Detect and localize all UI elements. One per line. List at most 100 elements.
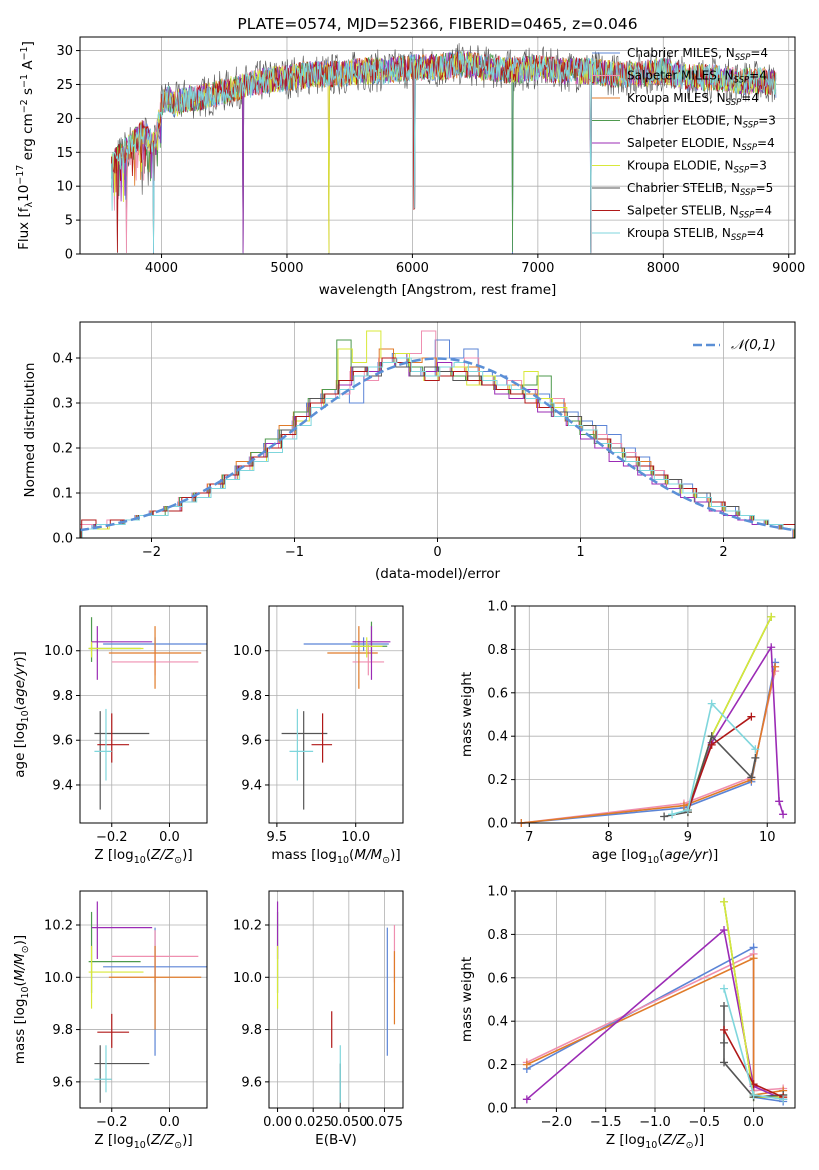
line-salpeter_elodie <box>687 644 784 815</box>
mass-vs-ebv-xlabel: E(B-V) <box>315 1132 357 1148</box>
marker-chabrier_stelib <box>720 1058 729 1067</box>
legend-label: Kroupa STELIB, NSSP=4 <box>627 226 764 243</box>
y-tick-label: 10.2 <box>233 918 262 933</box>
x-tick-label: 5000 <box>270 261 303 276</box>
x-tick-label: 9 <box>684 830 692 845</box>
marker-kroupa_miles <box>749 954 758 963</box>
histograms <box>80 330 795 538</box>
y-tick-label: 0.8 <box>487 928 508 943</box>
x-tick-label: −2.0 <box>541 1115 573 1130</box>
y-tick-label: 0 <box>65 248 73 263</box>
marker-kroupa_stelib <box>668 810 677 819</box>
y-tick-label: 0.2 <box>487 773 508 788</box>
x-tick-label: 7 <box>525 830 533 845</box>
marker-kroupa_miles <box>522 1060 531 1069</box>
x-tick-label: 4000 <box>145 261 178 276</box>
x-tick-label: 9.5 <box>267 830 288 845</box>
x-tick-label: −0.5 <box>689 1115 721 1130</box>
marker-salpeter_elodie <box>775 797 784 806</box>
histogram-chabrier_miles <box>80 339 794 538</box>
histogram-chabrier_stelib <box>80 362 795 538</box>
errorbars <box>88 901 207 1103</box>
y-tick-label: 9.8 <box>52 689 73 704</box>
x-tick-label: −1.0 <box>639 1115 671 1130</box>
x-tick-label: −0.2 <box>96 1115 128 1130</box>
y-tick-label: 10.0 <box>233 644 262 659</box>
x-tick-label: −0.2 <box>96 830 128 845</box>
histogram-chabrier_elodie <box>80 339 795 538</box>
y-tick-label: 0.0 <box>487 817 508 832</box>
legend-label: Kroupa ELODIE, NSSP=3 <box>627 159 767 176</box>
gridlines <box>515 605 795 824</box>
legend-label: Salpeter MILES, NSSP=4 <box>627 69 767 86</box>
marker-kroupa_stelib <box>720 984 729 993</box>
x-tick-label: 0.00 <box>263 1115 292 1130</box>
y-tick-label: 0.6 <box>487 971 508 986</box>
gridlines <box>269 606 403 823</box>
marker-salpeter_elodie <box>767 643 776 652</box>
spectrum-lines <box>111 43 777 254</box>
marker-salpeter_elodie <box>779 810 788 819</box>
y-tick-label: 10.0 <box>233 971 262 986</box>
age-vs-mass-xlabel: mass [log10(M/M⊙)] <box>271 847 400 866</box>
marker-chabrier_stelib <box>751 753 760 762</box>
x-tick-label: −1.5 <box>590 1115 622 1130</box>
plot-frame <box>268 605 404 824</box>
mass-vs-Z-ylabel: mass [log10(M/M⊙)] <box>12 935 31 1064</box>
mass-weight-vs-age-xlabel: age [log10(age/yr)] <box>592 847 718 866</box>
y-tick-label: 0.4 <box>487 1015 508 1030</box>
histogram-salpeter_miles <box>80 330 794 538</box>
legend-label: Salpeter STELIB, NSSP=4 <box>627 204 772 221</box>
y-tick-label: 0.2 <box>52 442 73 457</box>
plot-frame <box>514 605 796 824</box>
x-tick-label: 8000 <box>647 261 680 276</box>
legend-label: Kroupa MILES, NSSP=4 <box>627 91 759 108</box>
errorbars <box>276 901 396 1108</box>
mass-vs-Z-xlabel: Z [log10(Z/Z⊙)] <box>94 1132 192 1151</box>
x-tick-label: 0.075 <box>366 1115 403 1130</box>
mass_weight_vs_Z-chart: −2.0 −1.5 −1.0 −0.5 0.0 0.0 0.2 0.4 0.6 0.8 1.0 mas… <box>459 885 796 1151</box>
marker-kroupa_stelib <box>683 805 692 814</box>
x-tick-label: 10.0 <box>341 830 370 845</box>
x-tick-label: 2 <box>719 545 727 560</box>
lines <box>517 612 788 827</box>
y-tick-label: 10.0 <box>44 971 73 986</box>
gridlines <box>80 606 207 823</box>
marker-kroupa_stelib <box>779 1095 788 1104</box>
plot-frame <box>79 890 208 1109</box>
marker-kroupa_stelib <box>707 699 716 708</box>
legend-label: 𝒩(0,1) <box>731 337 776 353</box>
mass_weight_vs_age-chart: 7 8 9 10 0.0 0.2 0.4 0.6 0.8 1.0 mass weight age [l… <box>459 600 796 866</box>
x-tick-label: 0.0 <box>159 830 180 845</box>
errorbars <box>281 621 391 810</box>
x-tick-label: 0.050 <box>330 1115 367 1130</box>
residuals-chart: −2 −1 0 1 2 0.0 0.1 0.2 0.3 0.4 (data-model)/error… <box>22 321 796 582</box>
y-tick-label: 9.8 <box>52 1023 73 1038</box>
x-tick-label: 1 <box>576 545 584 560</box>
y-tick-label: 20 <box>56 112 73 127</box>
x-tick-label: 0.0 <box>743 1115 764 1130</box>
age_vs_mass-chart: 9.5 10.0 9.4 9.6 9.8 10.0 mass [log10(M/M⊙)] <box>233 605 404 866</box>
y-tick-label: 10 <box>56 180 73 195</box>
y-tick-label: 15 <box>56 146 73 161</box>
marker-salpeter_stelib <box>707 740 716 749</box>
mass-weight-vs-Z-xlabel: Z [log10(Z/Z⊙)] <box>606 1132 704 1151</box>
histogram-salpeter_elodie <box>80 362 795 538</box>
y-tick-label: 9.4 <box>241 778 262 793</box>
y-tick-label: 9.6 <box>52 1075 73 1090</box>
x-tick-label: 6000 <box>396 261 429 276</box>
legend-label: Chabrier ELODIE, NSSP=3 <box>627 114 776 131</box>
spectrum-ylabel: Flux [fλ10−17 erg cm−2 s−1 A−1] <box>15 41 36 250</box>
histogram-kroupa_stelib <box>81 357 795 538</box>
x-tick-label: 9000 <box>772 261 805 276</box>
x-tick-label: −1 <box>285 545 304 560</box>
marker-chabrier_stelib <box>720 1038 729 1047</box>
marker-kroupa_stelib <box>751 745 760 754</box>
y-tick-label: 0.0 <box>487 1102 508 1117</box>
line-kroupa_miles <box>521 666 776 824</box>
mass_weight_vs_Z-ylabel: mass weight <box>459 957 475 1042</box>
gridlines <box>80 891 207 1108</box>
marker-kroupa_elodie <box>720 897 729 906</box>
spectrum-title: PLATE=0574, MJD=52366, FIBERID=0465, z=0… <box>237 15 637 33</box>
